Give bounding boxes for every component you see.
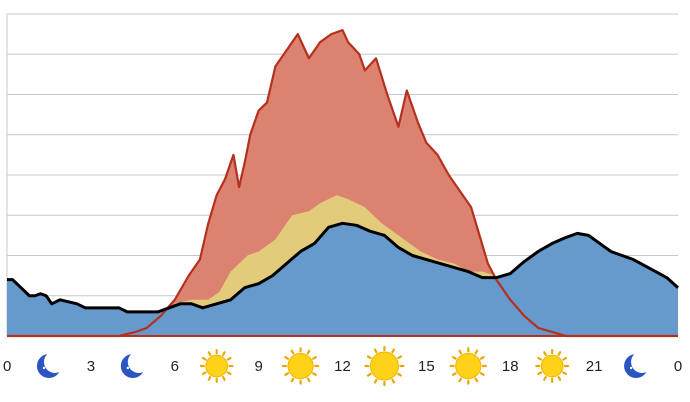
sun-ray xyxy=(284,372,290,376)
sun-ray xyxy=(543,351,547,356)
sun-ray xyxy=(284,356,290,360)
series-line xyxy=(7,221,680,314)
x-tick-label: 21 xyxy=(586,358,603,375)
area-series-2 xyxy=(7,223,678,336)
sun-ray xyxy=(222,351,226,356)
sun-ray xyxy=(290,377,295,383)
x-tick-label: 0 xyxy=(674,358,682,375)
sun-ray xyxy=(397,355,402,360)
sun-disc xyxy=(205,354,229,378)
sun-ray xyxy=(373,378,378,384)
moon-eye xyxy=(629,366,633,370)
moon-eye xyxy=(42,366,46,370)
sun-ray xyxy=(201,371,207,376)
sun-ray xyxy=(207,376,212,381)
sun-ray xyxy=(366,355,372,360)
sun-disc xyxy=(287,352,314,380)
moon-icon xyxy=(120,351,150,378)
x-tick-label: 9 xyxy=(254,358,262,375)
line-series xyxy=(7,221,680,337)
sun-ray xyxy=(543,376,547,381)
area-series-0 xyxy=(7,30,678,336)
sun-ray xyxy=(458,349,463,355)
sun-ray xyxy=(474,377,479,383)
moon-cutout xyxy=(127,351,150,373)
sun-ray xyxy=(366,372,372,377)
sun-ray xyxy=(562,356,568,361)
x-tick-label: 18 xyxy=(502,358,519,375)
sun-ray xyxy=(201,356,207,361)
sun-ray xyxy=(373,348,378,354)
sun-ray xyxy=(312,356,317,360)
x-tick-label: 12 xyxy=(334,358,351,375)
x-axis: 0 3 6 9 12 15 18 21 0 xyxy=(3,358,682,375)
sun-ray xyxy=(226,356,232,361)
sun-ray xyxy=(222,376,226,381)
sun-ray xyxy=(451,372,457,376)
sun-ray xyxy=(391,348,396,354)
sun-ray xyxy=(537,356,543,361)
sun-ray xyxy=(306,349,311,355)
area-series xyxy=(7,29,678,338)
x-tick-label: 3 xyxy=(87,358,95,375)
sun-disc xyxy=(455,352,482,380)
sun-ray xyxy=(306,377,311,383)
sun-ray xyxy=(226,371,232,376)
sun-ray xyxy=(537,371,543,376)
area-series-0-outline xyxy=(7,29,678,338)
sun-disc xyxy=(540,354,564,378)
sun-ray xyxy=(557,376,562,381)
moon-icon xyxy=(36,351,66,378)
sun-icon xyxy=(364,345,405,387)
moon-icon xyxy=(624,351,654,378)
x-tick-label: 15 xyxy=(418,358,435,375)
sun-ray xyxy=(312,372,317,376)
sun-ray xyxy=(391,378,396,384)
moon-eye xyxy=(126,366,130,370)
sun-ray xyxy=(458,377,463,383)
sun-ray xyxy=(397,372,402,377)
sun-disc xyxy=(369,351,399,381)
sun-ray xyxy=(451,356,457,360)
sun-icon xyxy=(449,347,488,385)
sun-ray xyxy=(479,356,485,360)
x-tick-label: 0 xyxy=(3,358,11,375)
x-tick-label: 6 xyxy=(171,358,179,375)
moon-cutout xyxy=(43,351,66,373)
sun-icon xyxy=(535,349,570,383)
sun-icon xyxy=(199,349,234,383)
sun-ray xyxy=(474,349,479,355)
sun-icon xyxy=(281,347,320,385)
sun-ray xyxy=(479,372,485,376)
sun-ray xyxy=(290,349,295,355)
moon-cutout xyxy=(631,351,654,373)
sun-ray xyxy=(207,351,212,356)
weather-icons xyxy=(36,345,654,387)
sun-ray xyxy=(562,371,568,376)
sun-ray xyxy=(557,351,562,356)
